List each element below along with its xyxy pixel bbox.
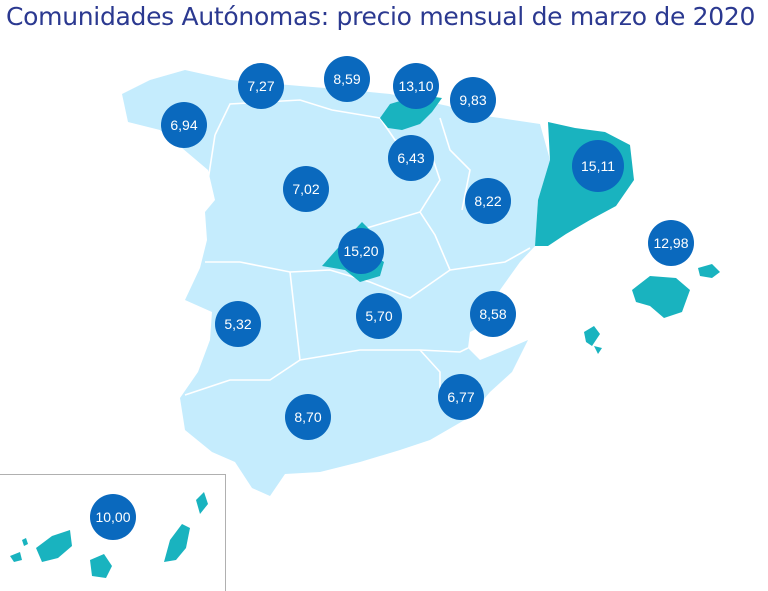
- badge-pais-vasco[interactable]: 13,10: [393, 63, 439, 109]
- mallorca-shape: [632, 276, 690, 318]
- badge-baleares[interactable]: 12,98: [648, 220, 694, 266]
- badge-andalucia[interactable]: 8,70: [285, 394, 331, 440]
- ibiza-shape: [584, 326, 600, 346]
- badge-la-rioja[interactable]: 6,43: [388, 135, 434, 181]
- badge-aragon[interactable]: 8,22: [465, 178, 511, 224]
- badge-galicia[interactable]: 6,94: [161, 102, 207, 148]
- badge-castilla-la-mancha[interactable]: 5,70: [356, 293, 402, 339]
- canarias-inset-frame: [0, 474, 226, 591]
- badge-cataluna[interactable]: 15,11: [572, 140, 624, 192]
- map-title: Comunidades Autónomas: precio mensual de…: [6, 2, 756, 31]
- badge-extremadura[interactable]: 5,32: [215, 301, 261, 347]
- menorca-shape: [698, 264, 720, 278]
- badge-canarias[interactable]: 10,00: [90, 494, 136, 540]
- canarias-islands: [10, 492, 208, 578]
- badge-murcia[interactable]: 6,77: [438, 374, 484, 420]
- badge-navarra[interactable]: 9,83: [450, 77, 496, 123]
- badge-asturias[interactable]: 7,27: [238, 63, 284, 109]
- badge-castilla-y-leon[interactable]: 7,02: [283, 166, 329, 212]
- badge-madrid[interactable]: 15,20: [338, 228, 384, 274]
- formentera-shape: [594, 346, 602, 354]
- badge-cantabria[interactable]: 8,59: [324, 56, 370, 102]
- badge-comunidad-valenciana[interactable]: 8,58: [470, 291, 516, 337]
